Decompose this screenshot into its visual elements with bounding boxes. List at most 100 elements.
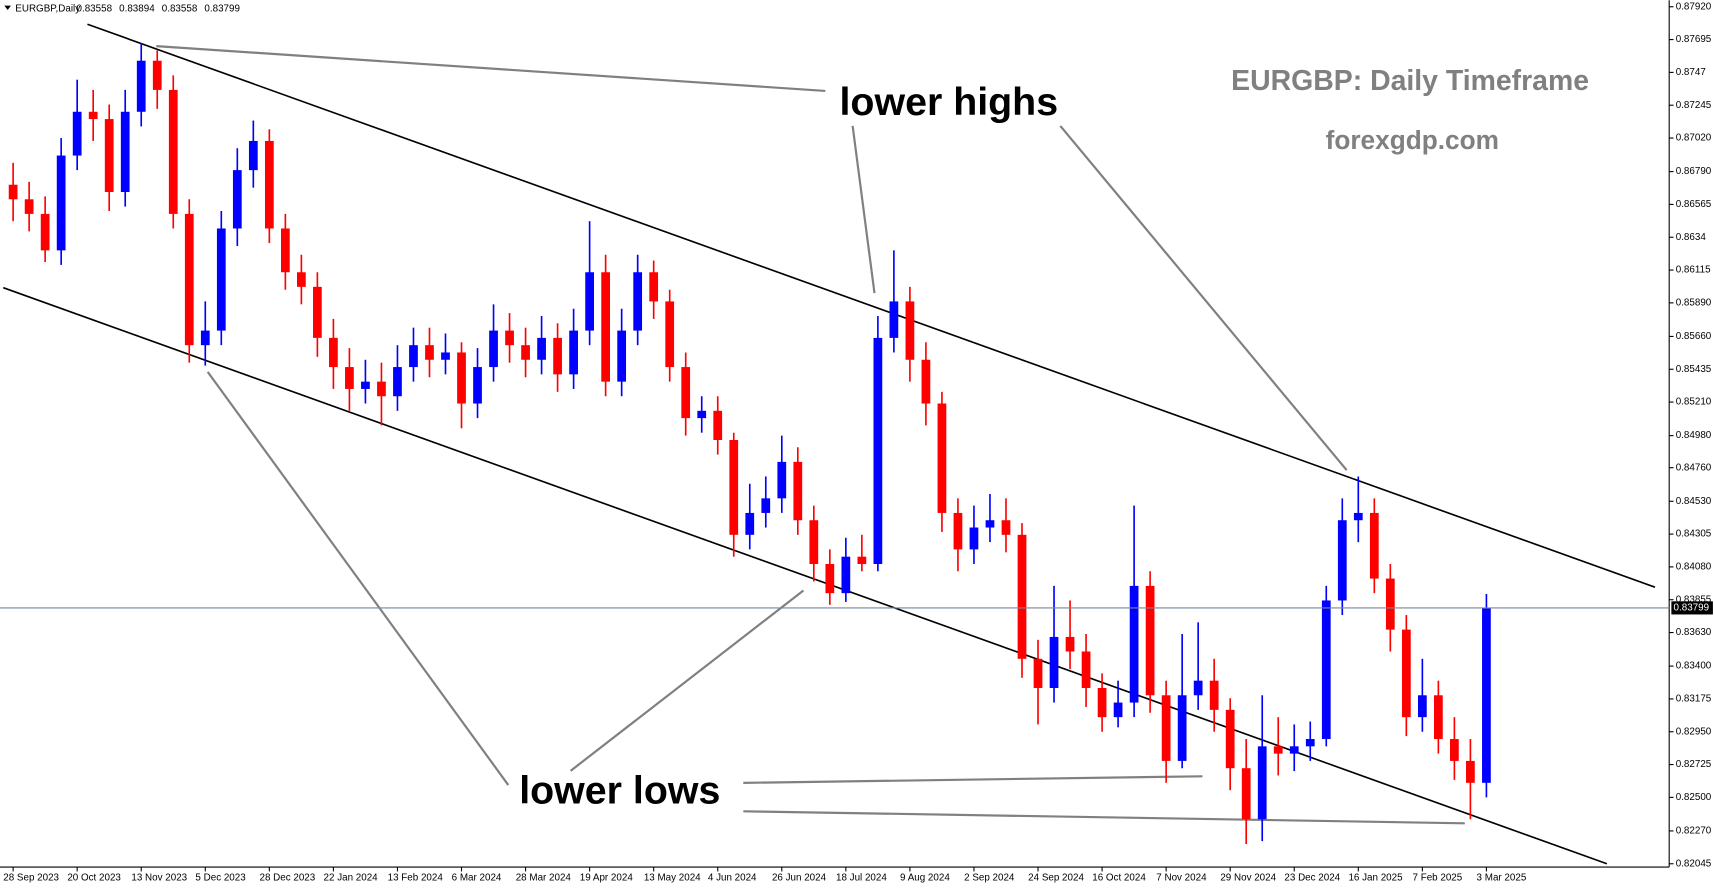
pointer-line bbox=[743, 775, 1203, 784]
symbol-label: EURGBP,Daily bbox=[15, 4, 80, 15]
candle-body bbox=[1145, 585, 1155, 696]
y-tick-label: 0.82950 bbox=[1676, 726, 1712, 737]
candle-body bbox=[1241, 768, 1251, 820]
candle-body bbox=[393, 367, 402, 397]
x-tick-label: 16 Jan 2025 bbox=[1348, 873, 1403, 884]
candle-body bbox=[985, 520, 995, 528]
candle-body bbox=[649, 272, 659, 302]
candle-body bbox=[521, 345, 530, 360]
candle-body bbox=[1433, 695, 1443, 740]
header-value: 0.83558 bbox=[77, 4, 113, 15]
x-tick-label: 28 Mar 2024 bbox=[516, 873, 572, 884]
candle-body bbox=[264, 140, 274, 229]
candle-body bbox=[72, 111, 82, 156]
candle-body bbox=[216, 228, 226, 331]
candle-body bbox=[553, 337, 562, 375]
y-tick-label: 0.85660 bbox=[1676, 331, 1712, 342]
last-price-label: 0.83799 bbox=[1674, 602, 1710, 613]
candle-body bbox=[489, 330, 498, 368]
watermark-site: forexgdp.com bbox=[1326, 125, 1499, 155]
candle-body bbox=[329, 337, 338, 368]
candle-body bbox=[313, 286, 322, 338]
candle-body bbox=[1273, 746, 1283, 754]
pointer-line bbox=[1059, 125, 1348, 471]
y-tick-label: 0.87020 bbox=[1676, 133, 1712, 144]
candle-body bbox=[1177, 695, 1187, 761]
x-tick-label: 9 Aug 2024 bbox=[900, 873, 950, 884]
candle-body bbox=[1337, 520, 1347, 601]
candle-body bbox=[713, 410, 723, 440]
candle-body bbox=[793, 461, 803, 521]
y-tick-label: 0.87245 bbox=[1676, 100, 1712, 111]
candle-body bbox=[88, 111, 98, 120]
y-tick-label: 0.82500 bbox=[1676, 792, 1712, 803]
header-value: 0.83799 bbox=[204, 4, 240, 15]
candle-body bbox=[361, 381, 370, 389]
candle-body bbox=[296, 272, 306, 287]
candle-body bbox=[104, 119, 114, 193]
candle-body bbox=[505, 330, 514, 346]
candle-body bbox=[425, 345, 434, 360]
candle-body bbox=[1193, 680, 1203, 696]
y-tick-label: 0.82045 bbox=[1676, 858, 1712, 869]
candle-body bbox=[1097, 687, 1107, 718]
candle-body bbox=[1033, 658, 1043, 688]
y-tick-label: 0.83630 bbox=[1676, 627, 1712, 638]
y-tick-label: 0.82725 bbox=[1676, 759, 1712, 770]
y-tick-label: 0.84080 bbox=[1676, 561, 1712, 572]
x-tick-label: 4 Jun 2024 bbox=[708, 873, 757, 884]
x-tick-label: 19 Apr 2024 bbox=[580, 873, 634, 884]
candle-body bbox=[1129, 585, 1139, 703]
channel-lower bbox=[3, 286, 1608, 865]
candle-body bbox=[345, 367, 354, 389]
candle-body bbox=[937, 403, 947, 513]
candle-body bbox=[1482, 607, 1491, 783]
candle-body bbox=[232, 170, 242, 229]
candle-body bbox=[601, 272, 611, 382]
candle-body bbox=[953, 512, 963, 550]
candle-body bbox=[441, 352, 450, 360]
candle-body bbox=[184, 213, 194, 346]
y-tick-label: 0.82270 bbox=[1676, 826, 1712, 837]
candle-body bbox=[248, 140, 258, 171]
x-tick-label: 13 Nov 2023 bbox=[131, 873, 187, 884]
pointer-line bbox=[851, 125, 876, 294]
candle-body bbox=[200, 330, 210, 346]
candle-body bbox=[1466, 760, 1475, 783]
y-tick-label: 0.85435 bbox=[1676, 364, 1712, 375]
candle-body bbox=[633, 272, 643, 331]
candle-body bbox=[1385, 578, 1395, 630]
candle-body bbox=[681, 367, 691, 419]
x-tick-label: 7 Feb 2025 bbox=[1413, 873, 1463, 884]
candle-body bbox=[1401, 629, 1411, 718]
x-tick-label: 2 Sep 2024 bbox=[964, 873, 1015, 884]
y-tick-label: 0.85890 bbox=[1676, 297, 1712, 308]
candle-body bbox=[457, 352, 466, 404]
y-tick-label: 0.8634 bbox=[1676, 232, 1707, 243]
y-tick-label: 0.86790 bbox=[1676, 166, 1712, 177]
pointer-line bbox=[569, 589, 805, 772]
candle-body bbox=[1321, 600, 1331, 740]
candle-body bbox=[136, 60, 146, 112]
candle-body bbox=[665, 301, 675, 368]
watermark-title: EURGBP: Daily Timeframe bbox=[1231, 65, 1589, 97]
candle-body bbox=[809, 520, 819, 564]
candle-body bbox=[280, 228, 290, 273]
candle-body bbox=[1417, 695, 1427, 718]
header-value: 0.83558 bbox=[162, 4, 198, 15]
x-tick-label: 26 Jun 2024 bbox=[772, 873, 827, 884]
candle-body bbox=[697, 410, 707, 419]
candle-body bbox=[473, 367, 482, 404]
candle-body bbox=[857, 556, 867, 564]
x-tick-label: 28 Dec 2023 bbox=[260, 873, 316, 884]
y-tick-label: 0.85210 bbox=[1676, 397, 1712, 408]
y-tick-label: 0.84530 bbox=[1676, 496, 1712, 507]
candle-body bbox=[777, 461, 787, 499]
y-tick-label: 0.83175 bbox=[1676, 694, 1712, 705]
x-tick-label: 7 Nov 2024 bbox=[1156, 873, 1207, 884]
candle-body bbox=[1225, 709, 1235, 769]
